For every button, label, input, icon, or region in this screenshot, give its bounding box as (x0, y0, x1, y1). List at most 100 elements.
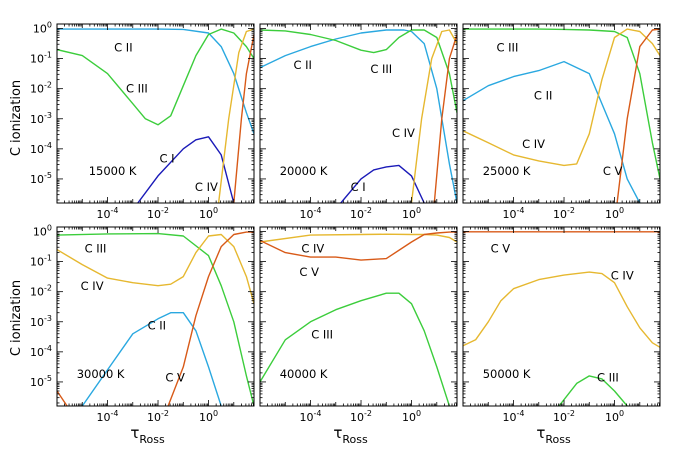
panel-3: 10-4 10-2 100 C III C II C IV C V 25000 K (462, 23, 661, 221)
ion-label: C III (496, 40, 518, 54)
series-line-c-v (433, 34, 457, 203)
series-line-c-iv (463, 28, 660, 167)
ion-label: C III (126, 81, 148, 95)
x-tick-label: 100 (402, 409, 421, 424)
x-tick-label: 10-4 (97, 206, 119, 221)
x-tick-label: 100 (402, 206, 421, 221)
x-axis-titles: τRoss τRoss τRoss (130, 424, 571, 446)
series-group (57, 231, 254, 406)
x-tick-label: 10-2 (553, 206, 575, 221)
ion-label: C II (534, 89, 552, 103)
panel-grid: 10-4 10-2 100 100 10-1 10-2 10-3 10-4 10-5 C II C … (30, 21, 661, 424)
temperature-label: 40000 K (280, 367, 328, 381)
ion-label: C II (148, 318, 166, 332)
x-tick-label: 10-2 (147, 206, 169, 221)
y-tick-label: 10-5 (30, 171, 52, 186)
ion-label: C V (491, 241, 511, 255)
series-line-c-iv (410, 29, 457, 203)
series-line-c-iv (57, 233, 254, 304)
panel-frame (56, 23, 255, 204)
x-tick-label: 100 (605, 409, 624, 424)
x-tick-label: 100 (199, 409, 218, 424)
ion-label: C V (603, 164, 623, 178)
ion-label: C III (311, 327, 333, 341)
y-tick-label: 10-4 (30, 344, 52, 359)
temperature-label: 50000 K (483, 367, 531, 381)
ion-label: C IV (195, 180, 218, 194)
x-tick-label: 100 (605, 206, 624, 221)
temperature-label: 25000 K (483, 164, 531, 178)
series-line-c-v (57, 390, 68, 406)
series-line-c-v (260, 231, 457, 261)
series-line-c-v (233, 34, 254, 203)
ion-label: C III (370, 62, 392, 76)
series-line-c-iii (260, 29, 457, 113)
series-line-c-ii (57, 28, 254, 135)
series-line-c-ii (260, 29, 457, 203)
y-tick-label: 10-4 (30, 141, 52, 156)
ion-label: C III (85, 241, 107, 255)
ion-label: C IV (392, 126, 415, 140)
series-line-c-i (137, 136, 235, 203)
ion-label: C V (165, 370, 185, 384)
panel-4: 10-4 10-2 100 100 10-1 10-2 10-3 10-4 10-5 C III C… (30, 224, 255, 424)
y-tick-label: 10-2 (30, 284, 52, 299)
x-tick-label: 10-2 (553, 409, 575, 424)
temperature-label: 15000 K (89, 164, 137, 178)
series-line-c-v (616, 28, 660, 203)
ion-label: C II (293, 58, 311, 72)
y-tick-label: 10-1 (30, 51, 52, 66)
x-axis-title: τRoss (333, 424, 368, 446)
ion-label: C I (351, 180, 366, 194)
panel-1: 10-4 10-2 100 100 10-1 10-2 10-3 10-4 10-5 C II C … (30, 21, 255, 221)
x-tick-label: 10-4 (503, 206, 525, 221)
x-tick-label: 10-2 (350, 206, 372, 221)
y-tick-label: 10-5 (30, 374, 52, 389)
panel-2: 10-4 10-2 100 C II C III C IV C I 20000 K (259, 23, 458, 221)
series-group (57, 28, 254, 203)
ion-label: C II (114, 40, 132, 54)
ion-label: C IV (611, 268, 634, 282)
temperature-label: 30000 K (77, 367, 125, 381)
y-tick-label: 10-2 (30, 81, 52, 96)
series-line-c-iii (57, 232, 254, 406)
temperature-label: 20000 K (280, 164, 328, 178)
x-tick-label: 10-2 (147, 409, 169, 424)
series-line-c-iv (260, 233, 457, 243)
x-axis-title: τRoss (130, 424, 165, 446)
series-line-c-iv (217, 28, 254, 203)
series-line-c-v (167, 231, 254, 406)
series-group (463, 28, 660, 203)
series-line-c-iii (260, 292, 451, 406)
ion-label: C III (597, 370, 619, 384)
series-group (260, 29, 457, 203)
ion-label: C V (299, 265, 319, 279)
y-tick-label: 10-1 (30, 254, 52, 269)
series-line-c-i (340, 164, 425, 203)
series-line-c-ii (81, 312, 223, 406)
x-axis-title: τRoss (536, 424, 571, 446)
x-tick-label: 10-4 (300, 206, 322, 221)
y-axis-title-top: C ionization (9, 80, 24, 156)
series-line-c-iv (463, 271, 660, 348)
series-line-c-iii (57, 28, 254, 126)
y-axis-title-bottom: C ionization (9, 280, 24, 356)
panel-6: 10-4 10-2 100 C V C IV C III 50000 K (462, 226, 661, 424)
y-tick-label: 10-3 (30, 314, 52, 329)
series-line-c-iii (558, 375, 628, 406)
x-tick-label: 100 (199, 206, 218, 221)
y-tick-label: 100 (33, 224, 52, 239)
y-tick-label: 100 (33, 21, 52, 36)
ion-label: C I (159, 151, 174, 165)
x-tick-label: 10-4 (503, 409, 525, 424)
series-group (260, 231, 457, 406)
series-line-c-iii (463, 28, 660, 180)
ion-label: C IV (81, 279, 104, 293)
y-tick-label: 10-3 (30, 111, 52, 126)
x-tick-label: 10-4 (300, 409, 322, 424)
x-tick-label: 10-2 (350, 409, 372, 424)
ion-label: C IV (301, 241, 324, 255)
series-line-c-ii (463, 60, 641, 203)
x-tick-label: 10-4 (97, 409, 119, 424)
